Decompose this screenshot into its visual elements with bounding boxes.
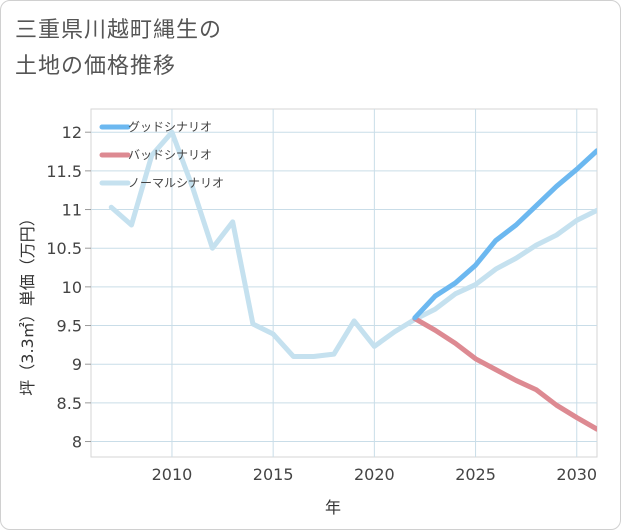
- title-line-2: 土地の価格推移: [15, 54, 177, 79]
- x-tick-label: 2015: [253, 465, 294, 484]
- title-line-1: 三重県川越町縄生の: [15, 18, 223, 43]
- y-tick-label: 8.5: [57, 394, 82, 413]
- legend-label: バッドシナリオ: [128, 148, 212, 162]
- y-tick-label: 11.5: [46, 162, 82, 181]
- x-tick-label: 2030: [556, 465, 597, 484]
- x-tick-labels: 2010 2015 2020 2025 2030: [152, 465, 598, 484]
- y-tick-label: 9: [72, 355, 82, 374]
- y-tick-label: 11: [62, 201, 82, 220]
- y-tick-label: 9.5: [57, 317, 82, 336]
- series-line-1: [412, 148, 597, 321]
- y-axis-label: 坪（3.3㎡）単価（万円）: [18, 210, 37, 395]
- x-axis-label: 年: [325, 498, 341, 517]
- legend-label: ノーマルシナリオ: [128, 176, 224, 190]
- y-tick-label: 10: [62, 278, 82, 297]
- y-tick-labels: 8 8.5 9 9.5 10 10.5 11 11.5 12: [46, 123, 82, 451]
- legend-label: グッドシナリオ: [128, 120, 212, 134]
- chart-title: 三重県川越町縄生の 土地の価格推移: [15, 13, 222, 85]
- grid: [85, 109, 597, 457]
- x-tick-label: 2025: [455, 465, 496, 484]
- y-tick-label: 12: [62, 123, 82, 142]
- series-line-2: [412, 316, 597, 432]
- series-line-3: [108, 129, 597, 359]
- y-tick-label: 10.5: [46, 239, 82, 258]
- plot-area: [90, 108, 598, 458]
- series-lines: [108, 129, 597, 432]
- y-tick-label: 8: [72, 433, 82, 452]
- x-tick-label: 2010: [152, 465, 193, 484]
- x-tick-label: 2020: [354, 465, 395, 484]
